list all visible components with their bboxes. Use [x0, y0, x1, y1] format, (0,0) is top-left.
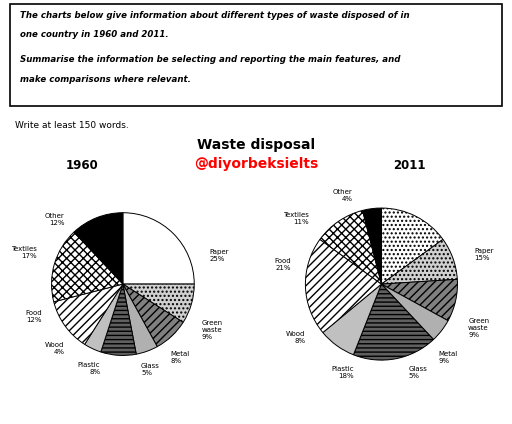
- Text: Paper
25%: Paper 25%: [210, 249, 229, 262]
- Text: one country in 1960 and 2011.: one country in 1960 and 2011.: [20, 30, 168, 39]
- Wedge shape: [381, 240, 457, 284]
- Text: The charts below give information about different types of waste disposed of in: The charts below give information about …: [20, 11, 410, 20]
- Wedge shape: [123, 284, 183, 347]
- Wedge shape: [123, 284, 194, 322]
- Text: Textiles
11%: Textiles 11%: [283, 212, 309, 226]
- Text: Green
waste
9%: Green waste 9%: [468, 318, 489, 338]
- Text: Glass
5%: Glass 5%: [409, 366, 428, 379]
- Text: Plastic
8%: Plastic 8%: [78, 362, 100, 375]
- Wedge shape: [123, 284, 157, 354]
- Wedge shape: [306, 240, 381, 332]
- Wedge shape: [381, 284, 448, 340]
- Text: Textiles
17%: Textiles 17%: [11, 246, 37, 259]
- Text: Green
waste
9%: Green waste 9%: [202, 320, 223, 340]
- Text: Paper
15%: Paper 15%: [474, 248, 494, 260]
- Text: Food
21%: Food 21%: [274, 258, 291, 271]
- Text: make comparisons where relevant.: make comparisons where relevant.: [20, 75, 191, 84]
- Text: Waste disposal: Waste disposal: [197, 138, 315, 152]
- Wedge shape: [362, 208, 381, 284]
- Text: Glass
5%: Glass 5%: [141, 363, 160, 376]
- Text: Write at least 150 words.: Write at least 150 words.: [15, 121, 129, 130]
- Text: Plastic
18%: Plastic 18%: [332, 366, 354, 379]
- Text: Wood
4%: Wood 4%: [45, 342, 65, 355]
- Wedge shape: [320, 210, 381, 284]
- Text: @diyorbeksielts: @diyorbeksielts: [194, 157, 318, 171]
- Text: 1960: 1960: [66, 159, 98, 172]
- Text: Wood
8%: Wood 8%: [286, 331, 306, 344]
- Wedge shape: [84, 284, 123, 352]
- Wedge shape: [381, 279, 457, 321]
- Text: Metal
9%: Metal 9%: [439, 351, 458, 364]
- Wedge shape: [52, 232, 123, 302]
- Wedge shape: [123, 213, 194, 284]
- Text: Metal
8%: Metal 8%: [170, 351, 189, 364]
- Wedge shape: [353, 284, 434, 360]
- Wedge shape: [381, 208, 443, 284]
- Text: Food
12%: Food 12%: [26, 310, 42, 323]
- Text: Summarise the information be selecting and reporting the main features, and: Summarise the information be selecting a…: [20, 55, 400, 64]
- FancyBboxPatch shape: [10, 4, 502, 106]
- Wedge shape: [323, 284, 381, 355]
- Wedge shape: [101, 284, 136, 355]
- Text: Other
12%: Other 12%: [45, 213, 65, 226]
- Text: 2011: 2011: [393, 159, 426, 172]
- Wedge shape: [74, 213, 123, 284]
- Wedge shape: [54, 284, 123, 344]
- Text: Other
4%: Other 4%: [333, 190, 353, 202]
